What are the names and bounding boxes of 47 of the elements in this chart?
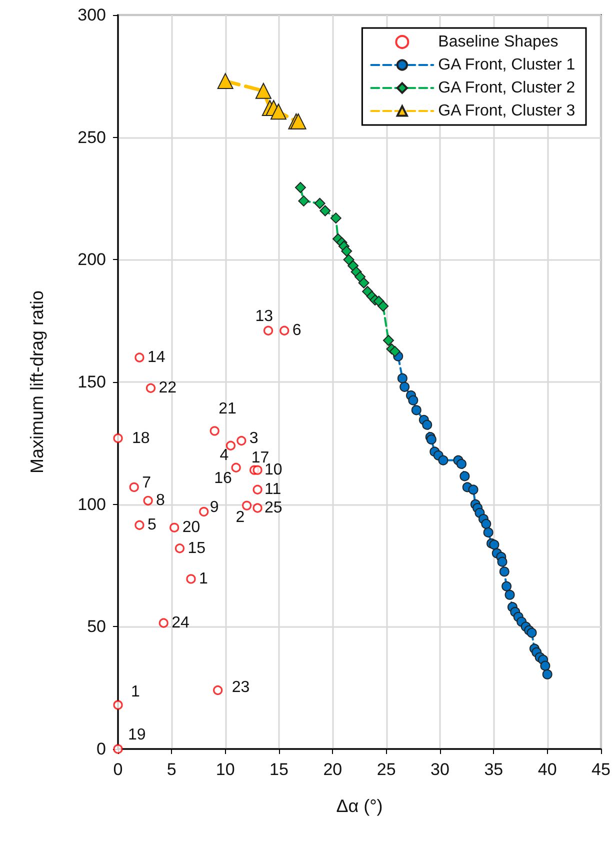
y-tick-label: 300	[78, 6, 106, 24]
y-tick-label: 200	[78, 250, 106, 270]
x-tick-label: 15	[270, 760, 288, 779]
annotation: 18	[132, 430, 150, 447]
x-tick-label: 40	[538, 760, 557, 779]
x-tick-label: 45	[592, 760, 610, 779]
y-tick-label: 0	[96, 740, 106, 758]
y-tick-label: 250	[78, 128, 106, 147]
annotation: 1	[131, 683, 140, 700]
y-tick-label: 150	[78, 372, 106, 392]
annotation: 21	[218, 400, 236, 418]
annotation: 24	[172, 614, 190, 632]
x-tick-label: 30	[430, 760, 450, 779]
x-tick-label: 0	[113, 760, 123, 779]
annotation: 9	[210, 499, 219, 516]
legend-label: GA Front, Cluster 3	[438, 102, 576, 120]
x-tick-label: 5	[166, 760, 176, 779]
annotation: 7	[142, 474, 152, 492]
annotation: 5	[147, 516, 156, 534]
x-tick-label: 10	[216, 760, 235, 779]
y-tick-label: 100	[78, 494, 106, 514]
legend-label: Baseline Shapes	[438, 34, 558, 50]
annotation: 23	[232, 678, 250, 696]
annotation: 4	[220, 447, 229, 464]
x-tick-label: 35	[484, 760, 504, 779]
x-axis-title: Δα (°)	[336, 796, 383, 816]
annotation: 14	[147, 349, 166, 366]
annotation: 10	[264, 462, 282, 479]
annotation: 2	[236, 509, 245, 526]
x-tick-label: 25	[376, 760, 396, 779]
annotation: 3	[249, 430, 258, 448]
annotation: 15	[188, 540, 206, 557]
annotation: 20	[182, 519, 200, 536]
y-axis-title: Maximum lift-drag ratio	[27, 290, 47, 474]
annotation: 25	[264, 500, 282, 517]
annotation: 19	[128, 726, 146, 744]
annotation: 1	[198, 570, 208, 588]
annotation: 11	[264, 481, 282, 498]
annotation: 8	[156, 492, 166, 510]
annotation: 6	[292, 322, 302, 340]
annotation: 16	[214, 470, 232, 488]
legend-label: GA Front, Cluster 1	[438, 56, 576, 74]
x-tick-label: 20	[323, 760, 342, 779]
annotation: 13	[255, 308, 274, 326]
y-tick-label: 50	[87, 617, 106, 636]
annotation: 22	[158, 380, 177, 397]
legend-label: GA Front, Cluster 2	[438, 80, 576, 96]
